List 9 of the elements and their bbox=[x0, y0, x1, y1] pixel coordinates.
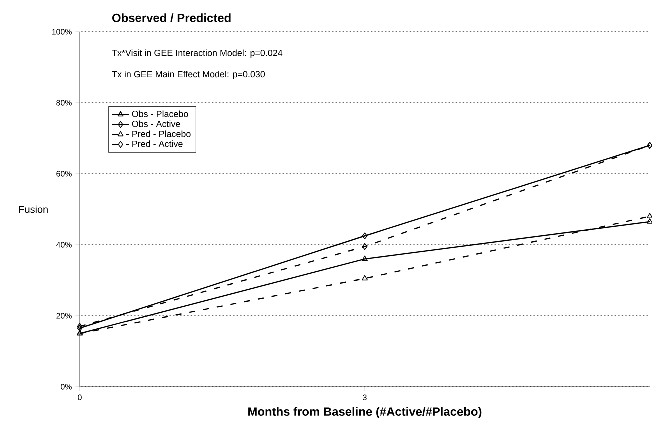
legend-label: Obs - Placebo bbox=[132, 110, 188, 118]
x-axis-title: Months from Baseline (#Active/#Placebo) bbox=[248, 407, 482, 418]
legend-label: Pred - Active bbox=[132, 140, 183, 148]
legend-label: Pred - Placebo bbox=[132, 130, 191, 138]
annotation: Tx in GEE Main Effect Model: p=0.030 bbox=[112, 71, 266, 80]
legend-label: Obs - Active bbox=[132, 120, 180, 128]
annotation: Tx*Visit in GEE Interaction Model: p=0.024 bbox=[112, 50, 283, 58]
chart-title: Observed / Predicted bbox=[112, 14, 231, 22]
y-axis-title: Fusion bbox=[19, 206, 48, 214]
